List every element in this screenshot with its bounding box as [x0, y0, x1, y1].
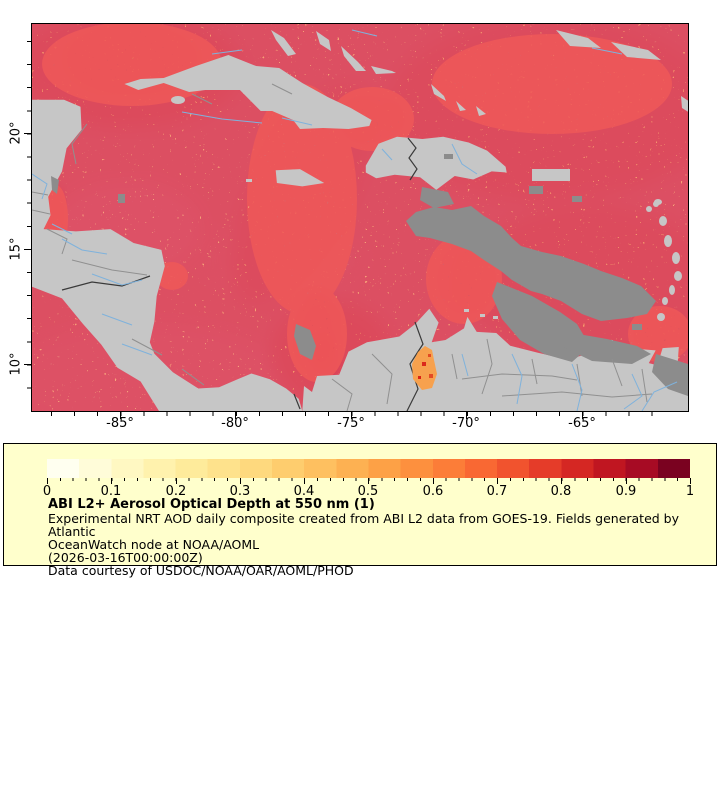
colorbar-minor-ticks — [47, 478, 691, 481]
map-canvas — [31, 23, 689, 412]
y-axis-minor-ticks — [27, 41, 31, 391]
colorbar-tick — [111, 478, 112, 484]
y-major-tick — [24, 249, 31, 250]
land-bahamas — [271, 30, 688, 116]
colorbar-tick — [176, 478, 177, 484]
x-tick-label: -65° — [568, 416, 596, 431]
aod-raster-map — [32, 24, 688, 411]
colorbar-label: 0.6 — [422, 484, 444, 499]
colorbar-label: 0.3 — [229, 484, 251, 499]
land-puerto-rico — [532, 169, 570, 181]
y-major-tick — [24, 364, 31, 365]
legend-box: 0 0.1 0.2 0.3 0.4 0.5 0.6 0.7 0.8 0.9 1 … — [3, 443, 717, 577]
colorbar-label: 0 — [42, 484, 52, 499]
land-cayman — [246, 179, 252, 182]
colorbar-tick — [497, 478, 498, 484]
x-tick-label: -75° — [337, 416, 365, 431]
colorbar-label: 0.8 — [550, 484, 572, 499]
land-cuba — [124, 55, 372, 129]
x-major-tick — [235, 412, 236, 419]
colorbar-tick — [561, 478, 562, 484]
y-major-tick — [24, 133, 31, 134]
land-lesser-antilles — [646, 199, 682, 321]
colorbar-label: 0.5 — [357, 484, 379, 499]
y-tick-label: 10° — [8, 352, 24, 376]
colorbar-tick — [368, 478, 369, 484]
x-major-tick — [351, 412, 352, 419]
figure-title: ABI L2+ Aerosol Optical Depth at 550 nm … — [48, 497, 375, 512]
legend-caption: ABI L2+ Aerosol Optical Depth at 550 nm … — [48, 498, 716, 577]
admin-borders — [32, 83, 653, 411]
caption-timestamp: (2026-03-16T00:00:00Z) — [48, 550, 203, 565]
colorbar-label: 1 — [685, 484, 695, 499]
land-hispaniola — [365, 136, 507, 190]
colorbar-label: 0.9 — [615, 484, 637, 499]
colorbar-tick — [47, 478, 48, 484]
colorbar-label: 0.7 — [486, 484, 508, 499]
x-tick-label: -80° — [221, 416, 249, 431]
caption-line-1: Experimental NRT AOD daily composite cre… — [48, 511, 680, 539]
x-major-tick — [582, 412, 583, 419]
colorbar-label: 0.4 — [293, 484, 315, 499]
land-south-america — [302, 308, 688, 411]
colorbar-tick — [240, 478, 241, 484]
land-central-america — [32, 99, 303, 411]
x-tick-label: -70° — [452, 416, 480, 431]
y-tick-label: 15° — [8, 237, 24, 261]
colorbar-label: 0.2 — [165, 484, 187, 499]
colorbar-tick — [626, 478, 627, 484]
caption-credit: Data courtesy of USDOC/NOAA/OAR/AOML/PHO… — [48, 563, 354, 578]
y-tick-label: 20° — [8, 121, 24, 145]
x-axis-minor-ticks — [51, 412, 669, 416]
x-major-tick — [120, 412, 121, 419]
colorbar-tick — [304, 478, 305, 484]
caption-line-2: OceanWatch node at NOAA/AOML — [48, 537, 260, 552]
colorbar — [47, 459, 690, 478]
land-jamaica — [275, 169, 325, 187]
colorbar-label: 0.1 — [100, 484, 122, 499]
land-isla-juventud — [171, 96, 185, 104]
missing-data-patches — [51, 154, 688, 396]
land-masses — [32, 30, 688, 411]
x-tick-label: -85° — [106, 416, 134, 431]
colorbar-tick — [433, 478, 434, 484]
rivers — [32, 29, 678, 411]
x-major-tick — [466, 412, 467, 419]
colorbar-tick — [690, 478, 691, 484]
lake-maracaibo-aod — [412, 346, 437, 390]
